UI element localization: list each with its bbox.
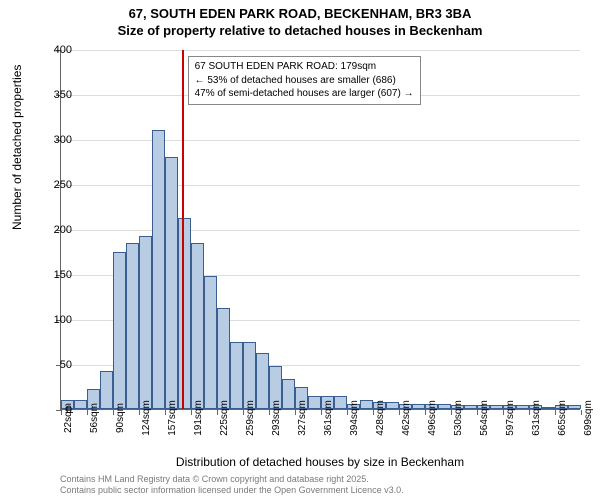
- xtick-label: 327sqm: [297, 400, 308, 436]
- xtick-mark: [217, 410, 218, 415]
- xtick-mark: [139, 410, 140, 415]
- attribution-line: Contains public sector information licen…: [60, 485, 404, 496]
- annotation-line: ← 53% of detached houses are smaller (68…: [195, 74, 414, 88]
- xtick-label: 225sqm: [219, 400, 230, 436]
- histogram-bar: [360, 400, 373, 409]
- ytick-label: 100: [42, 314, 72, 326]
- ytick-label: 50: [42, 359, 72, 371]
- histogram-bar: [412, 404, 425, 409]
- xtick-mark: [451, 410, 452, 415]
- histogram-bar: [282, 379, 295, 409]
- histogram-bar: [516, 405, 529, 409]
- xtick-label: 496sqm: [427, 400, 438, 436]
- ytick-label: 200: [42, 224, 72, 236]
- histogram-bar: [217, 308, 230, 409]
- histogram-bar: [568, 405, 581, 409]
- histogram-bar: [490, 405, 503, 409]
- annotation-line: 67 SOUTH EDEN PARK ROAD: 179sqm: [195, 60, 414, 74]
- histogram-bar: [204, 276, 217, 409]
- xtick-label: 191sqm: [193, 400, 204, 436]
- xtick-label: 428sqm: [375, 400, 386, 436]
- xtick-label: 259sqm: [245, 400, 256, 436]
- xtick-mark: [165, 410, 166, 415]
- xtick-label: 665sqm: [557, 400, 568, 436]
- y-axis-label: Number of detached properties: [10, 65, 24, 230]
- xtick-label: 394sqm: [349, 400, 360, 436]
- histogram-bar: [230, 342, 243, 410]
- chart-title-main: 67, SOUTH EDEN PARK ROAD, BECKENHAM, BR3…: [0, 0, 600, 21]
- xtick-label: 56sqm: [89, 403, 100, 433]
- attribution-text: Contains HM Land Registry data © Crown c…: [60, 474, 404, 496]
- ytick-label: 350: [42, 89, 72, 101]
- annotation-line: 47% of semi-detached houses are larger (…: [195, 87, 414, 101]
- histogram-bar: [139, 236, 152, 409]
- ytick-label: 150: [42, 269, 72, 281]
- xtick-label: 597sqm: [505, 400, 516, 436]
- histogram-bar: [74, 400, 87, 409]
- xtick-mark: [321, 410, 322, 415]
- gridline: [61, 140, 580, 141]
- annotation-box: 67 SOUTH EDEN PARK ROAD: 179sqm← 53% of …: [188, 56, 421, 105]
- chart-title-sub: Size of property relative to detached ho…: [0, 21, 600, 38]
- histogram-bar: [334, 396, 347, 410]
- marker-line: [182, 50, 184, 409]
- histogram-bar: [126, 243, 139, 410]
- xtick-label: 631sqm: [531, 400, 542, 436]
- xtick-label: 90sqm: [115, 403, 126, 433]
- histogram-bar: [256, 353, 269, 409]
- xtick-mark: [295, 410, 296, 415]
- histogram-bar: [542, 407, 555, 409]
- histogram-bar: [243, 342, 256, 410]
- x-axis-label: Distribution of detached houses by size …: [60, 455, 580, 469]
- histogram-bar: [100, 371, 113, 409]
- gridline: [61, 185, 580, 186]
- xtick-mark: [191, 410, 192, 415]
- xtick-label: 530sqm: [453, 400, 464, 436]
- xtick-mark: [269, 410, 270, 415]
- histogram-bar: [113, 252, 126, 410]
- ytick-label: 250: [42, 179, 72, 191]
- xtick-label: 157sqm: [167, 400, 178, 436]
- ytick-label: 300: [42, 134, 72, 146]
- xtick-label: 699sqm: [583, 400, 594, 436]
- histogram-bar: [165, 157, 178, 409]
- gridline: [61, 230, 580, 231]
- histogram-bar: [191, 243, 204, 410]
- xtick-label: 361sqm: [323, 400, 334, 436]
- attribution-line: Contains HM Land Registry data © Crown c…: [60, 474, 404, 485]
- xtick-label: 124sqm: [141, 400, 152, 436]
- xtick-mark: [503, 410, 504, 415]
- xtick-mark: [87, 410, 88, 415]
- histogram-bar: [308, 396, 321, 410]
- xtick-label: 564sqm: [479, 400, 490, 436]
- xtick-mark: [243, 410, 244, 415]
- xtick-label: 22sqm: [63, 403, 74, 433]
- histogram-bar: [386, 402, 399, 409]
- xtick-mark: [347, 410, 348, 415]
- xtick-mark: [373, 410, 374, 415]
- xtick-label: 462sqm: [401, 400, 412, 436]
- xtick-label: 293sqm: [271, 400, 282, 436]
- chart-container: 67, SOUTH EDEN PARK ROAD, BECKENHAM, BR3…: [0, 0, 600, 500]
- histogram-bar: [152, 130, 165, 409]
- xtick-mark: [113, 410, 114, 415]
- xtick-mark: [425, 410, 426, 415]
- xtick-mark: [399, 410, 400, 415]
- xtick-mark: [529, 410, 530, 415]
- histogram-bar: [464, 405, 477, 409]
- ytick-label: 400: [42, 44, 72, 56]
- gridline: [61, 50, 580, 51]
- xtick-mark: [555, 410, 556, 415]
- histogram-bar: [438, 404, 451, 409]
- histogram-bar: [178, 218, 191, 409]
- plot-area: 67 SOUTH EDEN PARK ROAD: 179sqm← 53% of …: [60, 50, 580, 410]
- xtick-mark: [477, 410, 478, 415]
- xtick-mark: [581, 410, 582, 415]
